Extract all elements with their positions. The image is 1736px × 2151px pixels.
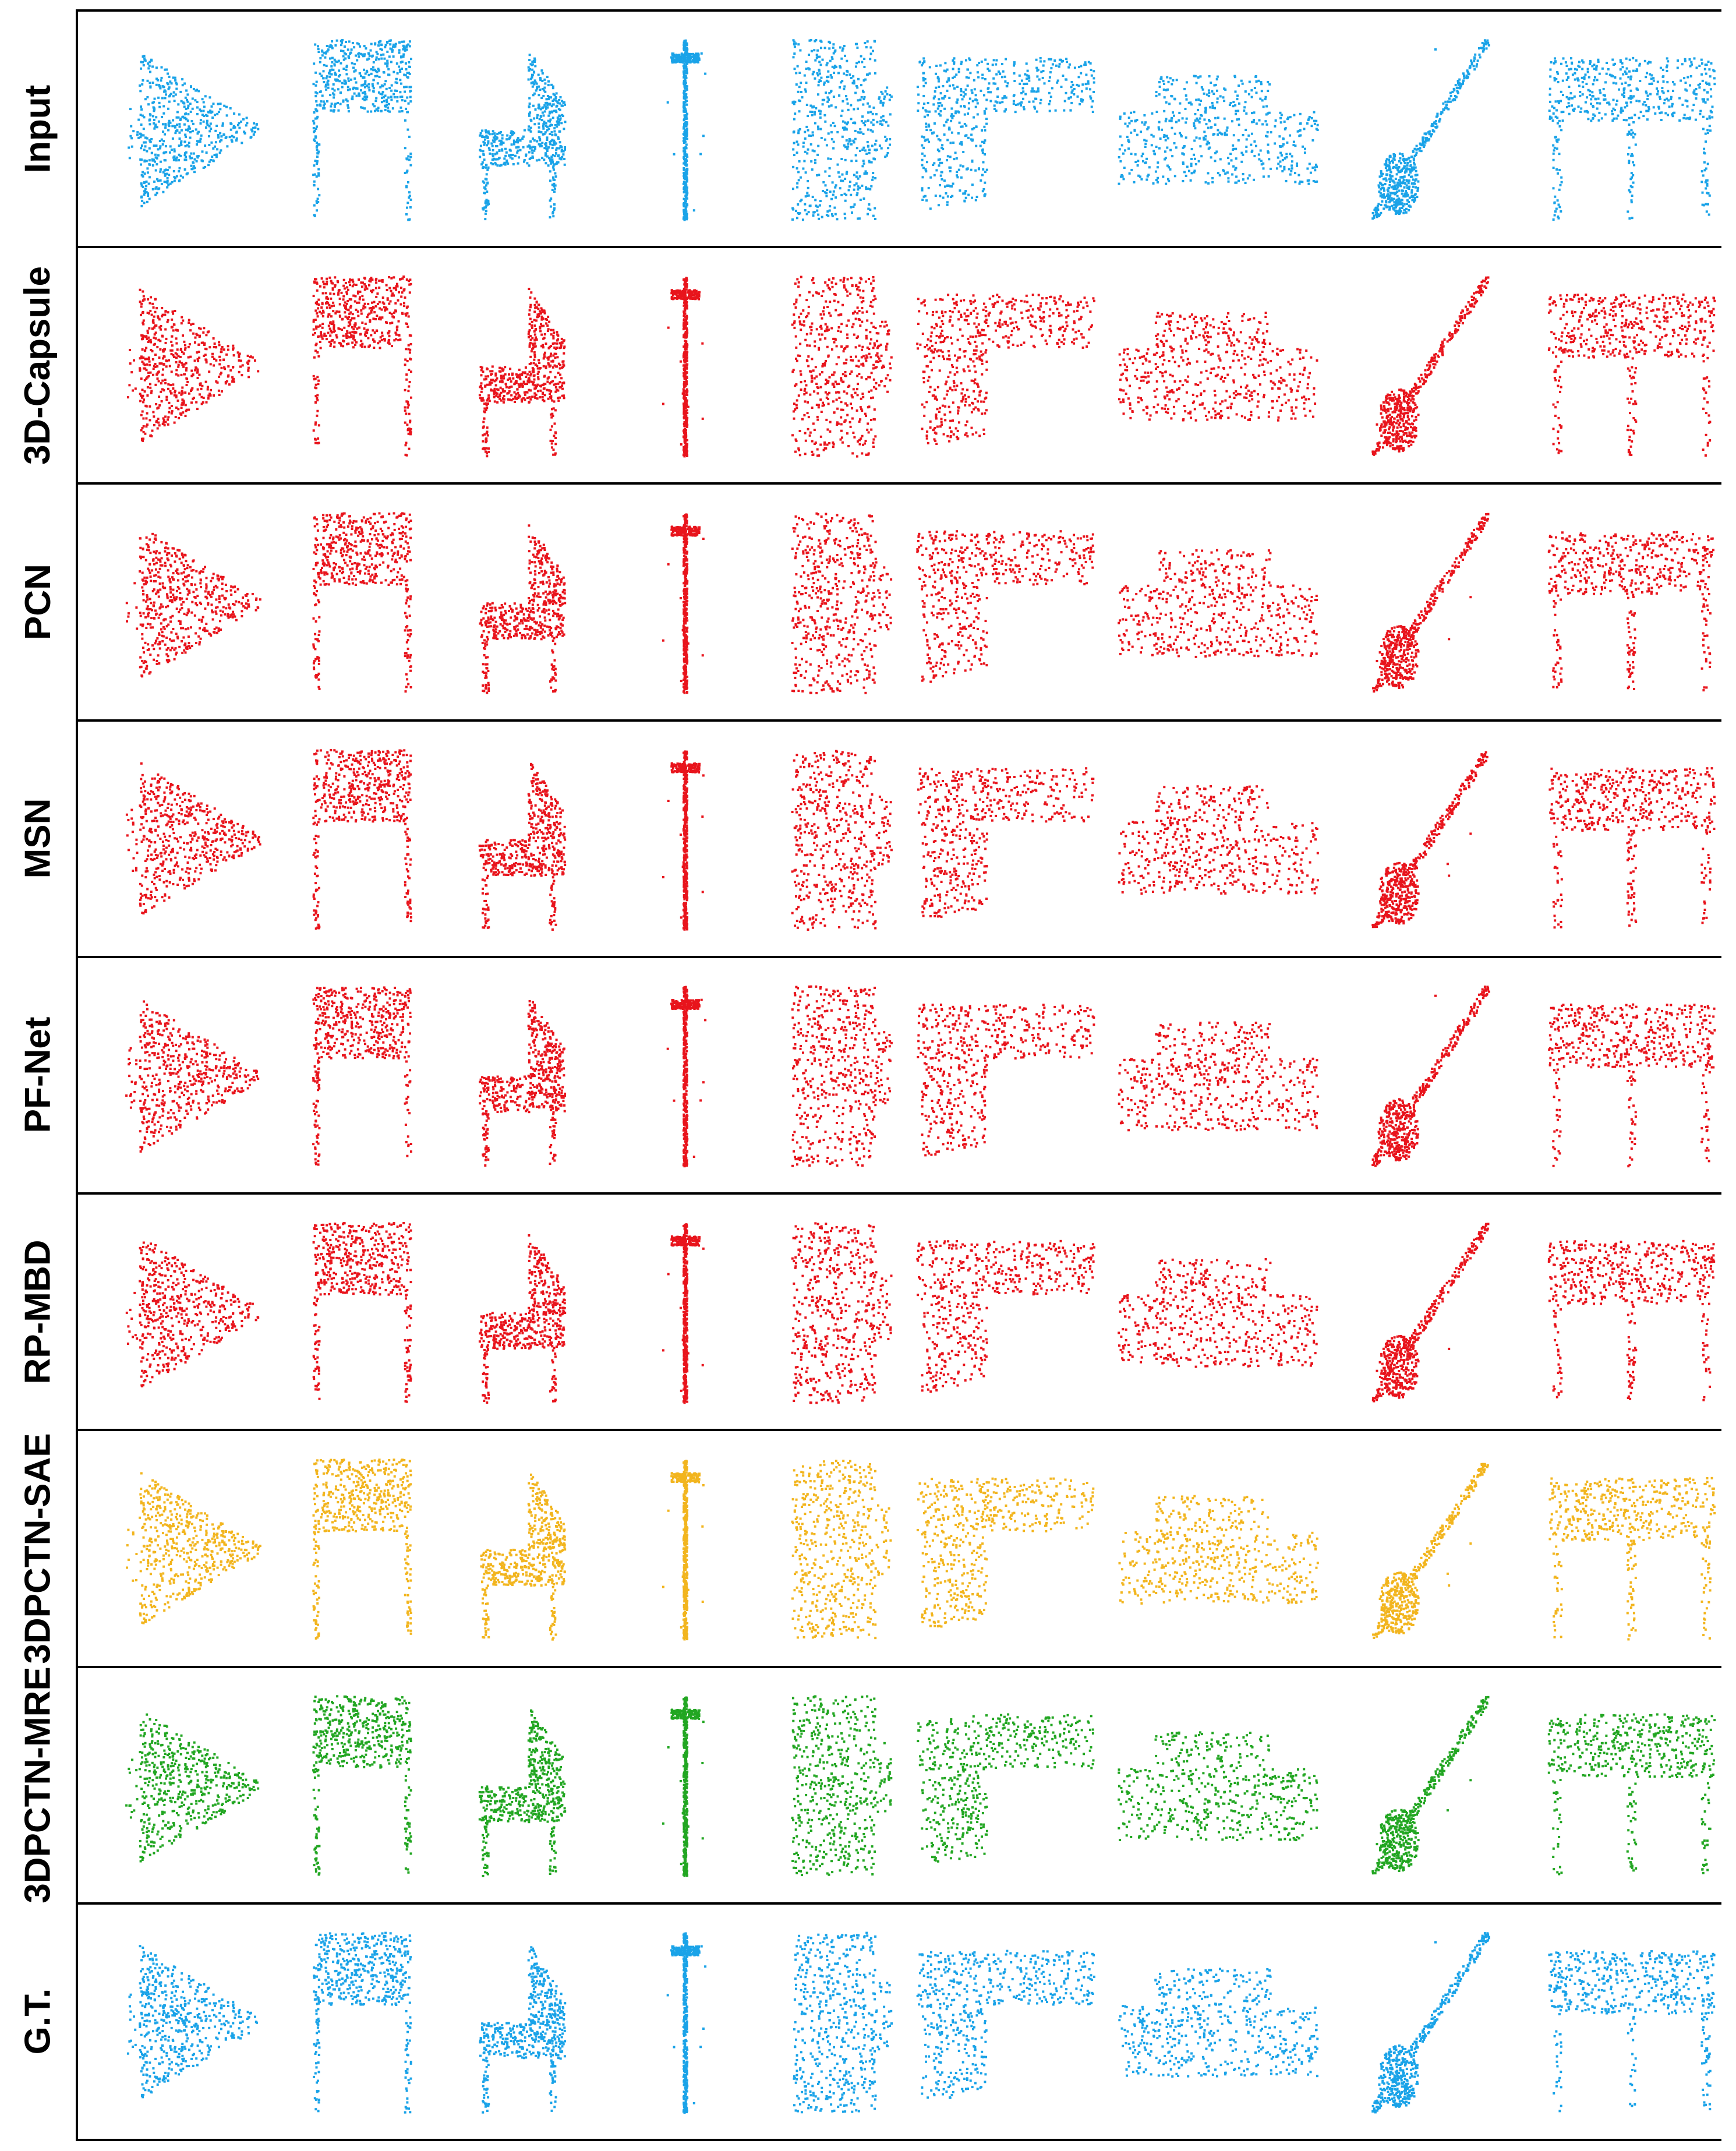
point-cloud-mug xyxy=(791,512,893,694)
point-cloud-mug xyxy=(791,1460,892,1640)
point-cloud-chair xyxy=(479,524,567,694)
point-cloud-lamp xyxy=(666,986,707,1168)
point-cloud-pistol xyxy=(917,1713,1095,1863)
row-divider xyxy=(76,1902,1721,1905)
point-cloud-chair xyxy=(312,1695,412,1876)
point-cloud-pistol xyxy=(916,1949,1095,2099)
point-cloud-table xyxy=(1547,531,1714,692)
point-cloud-lamp xyxy=(662,513,705,694)
point-cloud-pistol xyxy=(916,530,1095,683)
point-cloud-chair xyxy=(479,1000,567,1167)
point-cloud-airplane xyxy=(125,1000,260,1153)
point-cloud-table xyxy=(1548,1949,1716,2113)
point-cloud-car xyxy=(1118,1021,1319,1132)
row-divider xyxy=(76,1192,1721,1195)
point-cloud-table xyxy=(1547,1713,1716,1875)
point-cloud-guitar xyxy=(1371,1932,1490,2114)
point-cloud-table xyxy=(1548,1477,1716,1641)
point-cloud-guitar xyxy=(1371,986,1490,1167)
point-cloud-chair xyxy=(478,288,566,458)
point-cloud-lamp xyxy=(662,1460,705,1641)
point-cloud-chair xyxy=(312,276,412,457)
point-cloud-chair xyxy=(479,54,567,221)
point-cloud-airplane xyxy=(126,1472,261,1624)
point-cloud-mug xyxy=(791,985,893,1167)
row-divider xyxy=(76,955,1721,958)
point-cloud-mug xyxy=(791,750,893,931)
point-cloud-car xyxy=(1118,1731,1318,1842)
point-cloud-lamp xyxy=(662,277,704,458)
point-cloud-pistol xyxy=(917,767,1095,918)
point-cloud-table xyxy=(1547,293,1716,457)
point-cloud-table xyxy=(1548,56,1716,221)
point-cloud-mug xyxy=(791,38,893,221)
point-cloud-chair xyxy=(479,1946,567,2114)
row-divider xyxy=(76,482,1721,485)
point-cloud-lamp xyxy=(666,39,707,221)
point-cloud-car xyxy=(1118,785,1319,895)
point-cloud-lamp xyxy=(666,1932,707,2114)
point-cloud-pistol xyxy=(916,57,1095,210)
row-divider xyxy=(76,1665,1721,1668)
point-cloud-chair xyxy=(478,1709,567,1877)
point-cloud-airplane xyxy=(126,1945,258,2099)
point-cloud-mug xyxy=(791,1695,893,1877)
point-cloud-car xyxy=(1118,312,1318,422)
point-cloud-car xyxy=(1118,75,1319,185)
row-divider xyxy=(76,1429,1721,1432)
point-cloud-chair xyxy=(312,986,412,1166)
point-cloud-car xyxy=(1118,1258,1318,1368)
point-cloud-lamp xyxy=(662,750,705,931)
point-cloud-pistol xyxy=(916,294,1095,446)
point-cloud-pistol xyxy=(917,1004,1095,1157)
point-cloud-chair xyxy=(312,1458,412,1640)
point-cloud-guitar xyxy=(1371,276,1490,456)
point-cloud-chair xyxy=(480,1473,567,1641)
point-cloud-airplane xyxy=(126,288,260,442)
grid-frame xyxy=(76,10,1721,2140)
point-cloud-pistol xyxy=(916,1239,1095,1393)
point-cloud-table xyxy=(1548,1003,1716,1168)
point-cloud-table xyxy=(1548,767,1716,929)
point-cloud-guitar xyxy=(1371,751,1488,928)
point-cloud-airplane xyxy=(128,55,260,207)
point-cloud-mug xyxy=(791,1222,893,1404)
point-cloud-airplane xyxy=(125,762,261,914)
point-cloud-chair xyxy=(312,512,412,693)
point-cloud-mug xyxy=(793,1931,893,2114)
point-cloud-car xyxy=(1118,1495,1319,1605)
point-cloud-guitar xyxy=(1372,1463,1489,1639)
point-cloud-airplane xyxy=(125,1713,260,1863)
point-cloud-guitar xyxy=(1371,1696,1490,1875)
row-divider xyxy=(76,719,1721,722)
point-cloud-mug xyxy=(791,276,893,458)
point-cloud-car xyxy=(1118,549,1318,658)
point-cloud-chair xyxy=(312,748,412,930)
point-cloud-airplane xyxy=(125,1241,260,1387)
point-cloud-table xyxy=(1547,1239,1716,1401)
point-cloud-lamp xyxy=(662,1696,705,1877)
point-cloud-guitar xyxy=(1372,513,1490,693)
point-cloud-lamp xyxy=(662,1223,705,1404)
point-cloud-chair xyxy=(478,762,567,931)
point-cloud-chair xyxy=(312,39,412,221)
row-divider xyxy=(76,246,1721,249)
point-cloud-airplane xyxy=(125,532,261,678)
row-divider xyxy=(76,9,1721,12)
point-cloud-chair xyxy=(312,1221,412,1403)
point-cloud-chair xyxy=(313,1931,412,2114)
point-cloud-chair xyxy=(478,1234,567,1404)
point-cloud-pistol xyxy=(916,1477,1095,1628)
point-cloud-guitar xyxy=(1371,1223,1490,1403)
point-cloud-car xyxy=(1118,1968,1319,2078)
row-divider xyxy=(76,2139,1721,2141)
point-cloud-guitar xyxy=(1371,39,1490,220)
